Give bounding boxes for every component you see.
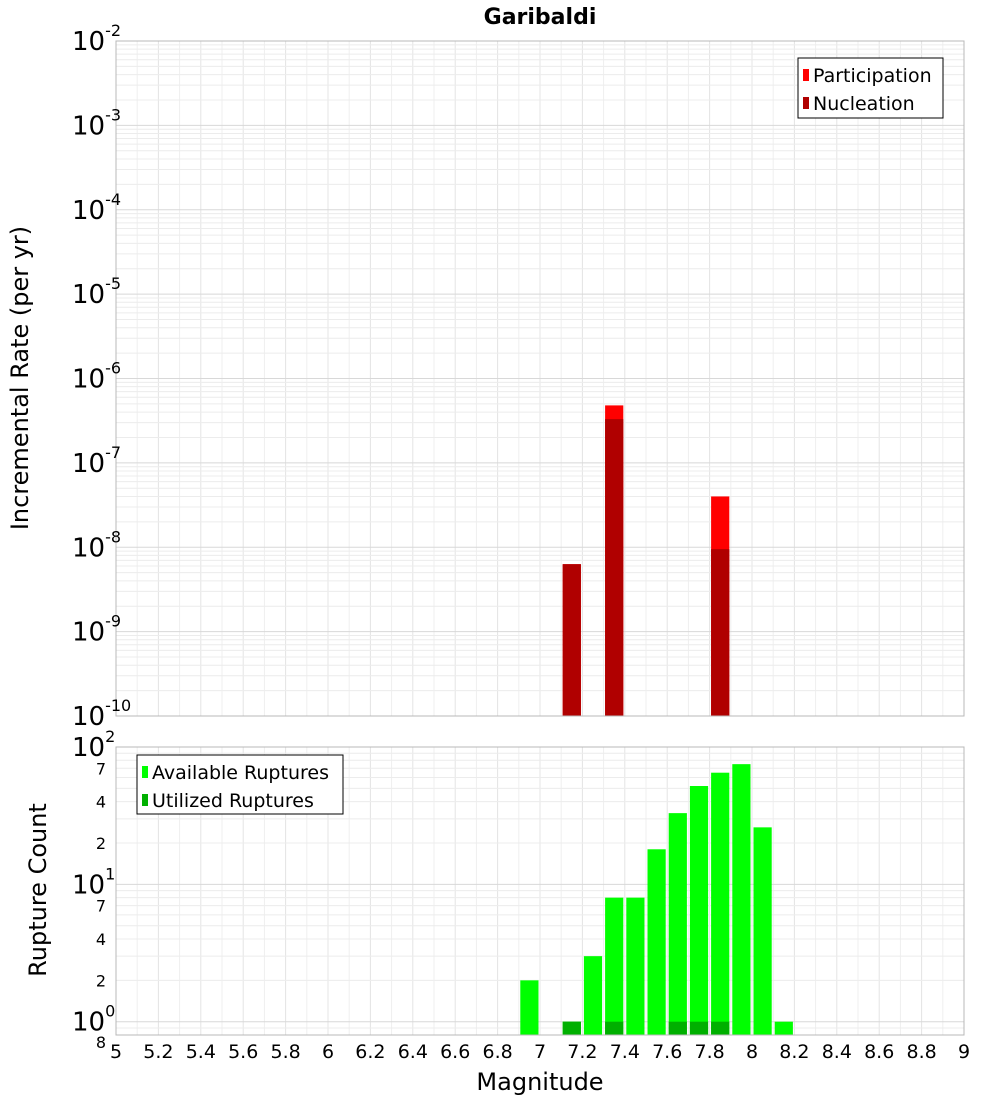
available-ruptures-bar xyxy=(520,980,539,1035)
available-ruptures-bar xyxy=(732,764,751,1035)
available-ruptures-bar xyxy=(583,956,603,1035)
x-tick-label: 9 xyxy=(958,1041,970,1063)
legend-box xyxy=(136,754,344,815)
x-tick-label: 5.4 xyxy=(186,1041,216,1063)
top-y-tick-label: 10-3 xyxy=(72,105,121,141)
legend-label: Available Ruptures xyxy=(152,762,329,784)
top-y-tick-label: 10-9 xyxy=(72,612,121,648)
x-tick-label: 7.4 xyxy=(610,1041,640,1063)
x-tick-label: 5.2 xyxy=(143,1041,173,1063)
nucleation-bar xyxy=(562,564,581,716)
x-tick-label: 8.6 xyxy=(864,1041,894,1063)
plot-frame xyxy=(115,40,965,717)
available-ruptures-bar xyxy=(711,772,730,1035)
x-tick-label: 6 xyxy=(322,1041,334,1063)
legend-label: Participation xyxy=(813,65,932,87)
utilized-ruptures-bar xyxy=(711,1021,730,1035)
top-y-tick-label: 10-8 xyxy=(72,527,121,563)
utilized-ruptures-bar xyxy=(668,1021,687,1035)
nucleation-bar xyxy=(711,549,730,716)
x-tick-label: 6.2 xyxy=(355,1041,385,1063)
top-y-axis-label: Incremental Rate (per yr) xyxy=(6,226,34,530)
x-tick-label: 7.2 xyxy=(567,1041,597,1063)
utilized-ruptures-bar xyxy=(562,1021,581,1035)
top-y-tick-label: 10-4 xyxy=(72,190,121,226)
x-tick-label: 6.8 xyxy=(482,1041,512,1063)
bottom-y-minor-tick-label: 8 xyxy=(96,1033,106,1052)
legend-swatch xyxy=(142,794,148,806)
bottom-y-minor-tick-label: 2 xyxy=(96,971,106,990)
plot-frame xyxy=(115,746,965,1036)
available-ruptures-bar xyxy=(689,786,709,1035)
legend-label: Nucleation xyxy=(813,93,915,115)
legend-swatch xyxy=(803,97,809,109)
legend-box xyxy=(797,57,944,119)
top-y-tick-label: 10-2 xyxy=(72,21,121,57)
bottom-legend: Available Ruptures Utilized Ruptures xyxy=(136,754,344,815)
top-y-tick-label: 10-5 xyxy=(72,274,121,310)
bottom-y-minor-tick-label: 7 xyxy=(96,759,106,778)
x-tick-label: 5.6 xyxy=(228,1041,258,1063)
bottom-y-tick-label: 102 xyxy=(72,727,115,763)
bottom-y-minor-tick-label: 4 xyxy=(96,930,106,949)
bottom-y-tick-label: 101 xyxy=(72,864,115,900)
x-tick-label: 7.8 xyxy=(694,1041,724,1063)
chart-title: Garibaldi xyxy=(484,5,597,30)
x-tick-label: 6.4 xyxy=(398,1041,428,1063)
utilized-ruptures-bar xyxy=(605,1021,624,1035)
bottom-plot: 102 101 100 7 4 2 7 4 2 8 Available Ruptures Utiliz… xyxy=(72,727,970,1063)
available-ruptures-bar xyxy=(774,1021,793,1035)
x-tick-label: 8.2 xyxy=(779,1041,809,1063)
x-tick-label: 5 xyxy=(110,1041,122,1063)
x-tick-label: 7.6 xyxy=(652,1041,682,1063)
x-tick-label: 8 xyxy=(746,1041,758,1063)
top-legend: Participation Nucleation xyxy=(797,57,944,119)
x-tick-label: 8.8 xyxy=(906,1041,936,1063)
utilized-ruptures-bar xyxy=(689,1021,709,1035)
top-plot: 10-2 10-3 10-4 10-5 10-6 10-7 10-8 10-9 10-10 Par… xyxy=(72,21,965,732)
bottom-y-axis-label: Rupture Count xyxy=(24,803,52,977)
available-ruptures-bar xyxy=(647,849,666,1035)
nucleation-bar xyxy=(605,419,624,716)
bottom-y-minor-tick-label: 4 xyxy=(96,793,106,812)
x-axis-label: Magnitude xyxy=(476,1068,603,1096)
x-tick-label: 7 xyxy=(534,1041,546,1063)
legend-label: Utilized Ruptures xyxy=(152,790,314,812)
available-ruptures-bar xyxy=(605,897,624,1035)
legend-swatch xyxy=(803,69,809,81)
available-ruptures-bar xyxy=(668,813,687,1035)
bottom-y-minor-tick-label: 7 xyxy=(96,897,106,916)
available-ruptures-bar xyxy=(753,827,772,1035)
x-tick-label: 6.6 xyxy=(440,1041,470,1063)
bottom-y-tick-label: 100 xyxy=(72,1002,115,1038)
x-tick-label: 8.4 xyxy=(822,1041,852,1063)
legend-swatch xyxy=(142,766,148,778)
top-y-tick-label: 10-6 xyxy=(72,359,121,395)
bottom-y-minor-tick-label: 2 xyxy=(96,834,106,853)
x-tick-label: 5.8 xyxy=(270,1041,300,1063)
top-y-tick-label: 10-10 xyxy=(72,696,131,732)
available-ruptures-bar xyxy=(626,897,645,1035)
top-y-tick-label: 10-7 xyxy=(72,443,121,479)
